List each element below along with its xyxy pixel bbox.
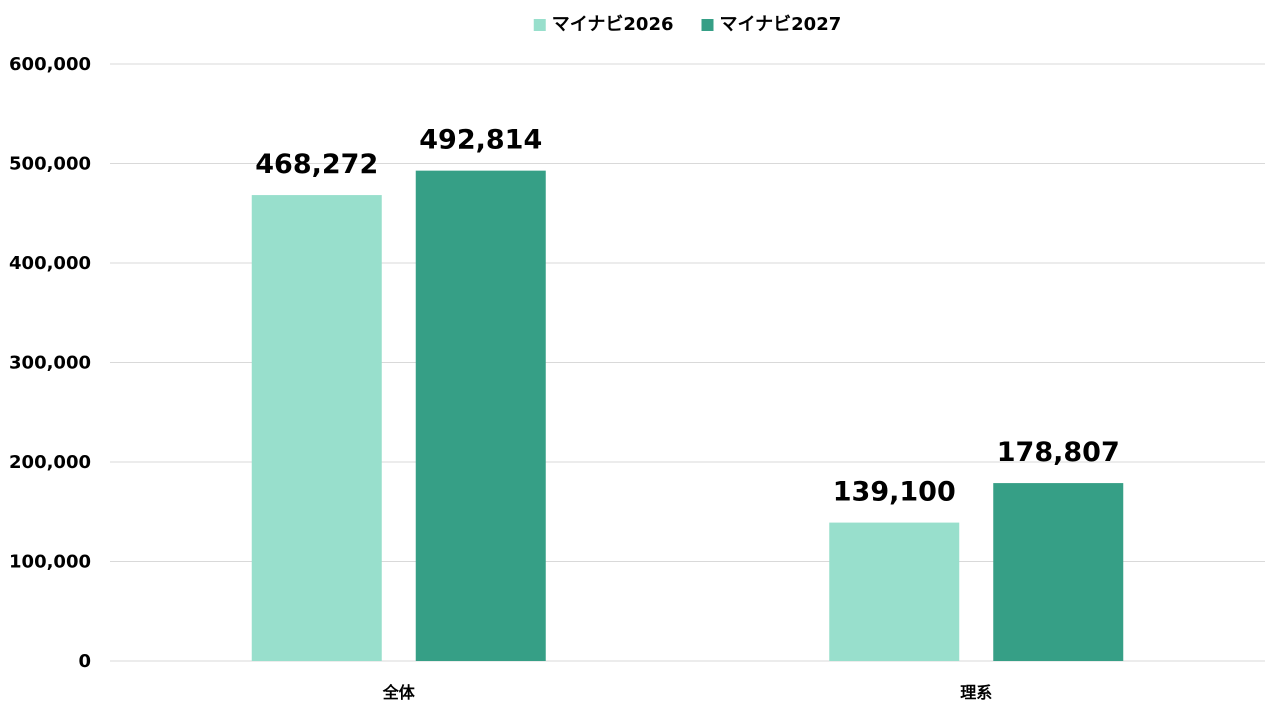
data-label: 468,272 bbox=[255, 149, 378, 180]
legend-item: マイナビ2026 bbox=[533, 14, 674, 35]
y-tick-label: 200,000 bbox=[9, 452, 91, 473]
legend-label: マイナビ2026 bbox=[552, 14, 674, 35]
y-tick-label: 0 bbox=[78, 651, 91, 672]
data-label: 178,807 bbox=[997, 437, 1120, 468]
data-labels: 468,272 492,814 139,100 178,807 bbox=[255, 125, 1119, 508]
legend-label: マイナビ2027 bbox=[720, 14, 842, 35]
bar-1-2 bbox=[829, 522, 960, 661]
x-category-label: 理系 bbox=[960, 683, 992, 702]
legend-swatch bbox=[701, 19, 714, 31]
bars bbox=[251, 170, 1124, 661]
y-tick-label: 600,000 bbox=[9, 54, 91, 75]
legend: マイナビ2026 マイナビ2027 bbox=[533, 14, 842, 35]
y-axis: 0 100,000 200,000 300,000 400,000 500,000 600,… bbox=[9, 54, 91, 672]
y-tick-label: 100,000 bbox=[9, 552, 91, 573]
legend-item: マイナビ2027 bbox=[701, 14, 842, 35]
data-label: 492,814 bbox=[419, 125, 542, 156]
bar-2-1 bbox=[415, 170, 546, 661]
x-axis: 全体 理系 bbox=[382, 683, 993, 702]
legend-swatch bbox=[533, 19, 546, 31]
y-tick-label: 500,000 bbox=[9, 154, 91, 175]
y-tick-label: 400,000 bbox=[9, 253, 91, 274]
bar-2-2 bbox=[993, 483, 1124, 661]
y-tick-label: 300,000 bbox=[9, 353, 91, 374]
bar-1-1 bbox=[251, 195, 382, 661]
data-label: 139,100 bbox=[833, 477, 956, 508]
x-category-label: 全体 bbox=[382, 683, 416, 702]
